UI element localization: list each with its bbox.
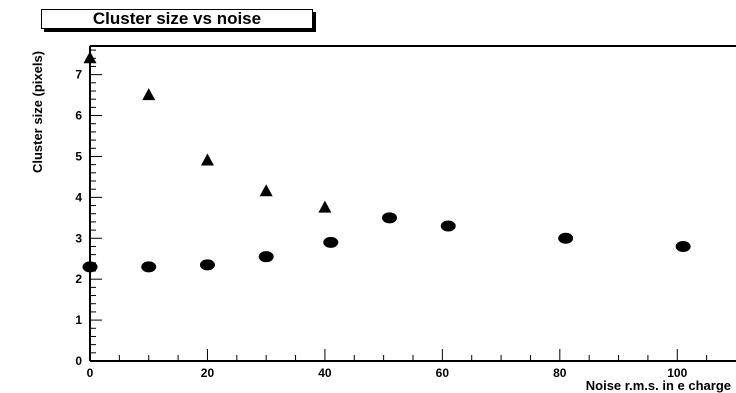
y-tick-label: 3 bbox=[75, 231, 82, 245]
triangle-point bbox=[83, 51, 97, 64]
circle-point bbox=[675, 240, 691, 252]
y-tick-label: 1 bbox=[75, 313, 82, 327]
chart-title-box: Cluster size vs noise bbox=[41, 9, 313, 29]
circle-point bbox=[141, 261, 157, 273]
triangle-point bbox=[200, 153, 214, 166]
y-axis-title: Cluster size (pixels) bbox=[30, 51, 45, 173]
circle-point bbox=[199, 259, 215, 271]
y-tick-label: 0 bbox=[75, 354, 82, 368]
triangle-point bbox=[318, 200, 332, 213]
circle-point bbox=[382, 212, 398, 224]
x-axis-title: Noise r.m.s. in e charge bbox=[586, 378, 731, 393]
x-tick-label: 40 bbox=[318, 366, 332, 380]
y-tick-label: 4 bbox=[75, 190, 82, 204]
y-tick-label: 5 bbox=[75, 149, 82, 163]
triangle-point bbox=[142, 88, 156, 101]
x-tick-label: 60 bbox=[436, 366, 450, 380]
x-tick-label: 20 bbox=[201, 366, 215, 380]
circle-point bbox=[258, 251, 274, 263]
circle-point bbox=[558, 232, 574, 244]
circle-point bbox=[82, 261, 98, 273]
x-tick-label: 100 bbox=[667, 366, 687, 380]
x-tick-label: 0 bbox=[87, 366, 94, 380]
circle-point bbox=[323, 236, 339, 248]
data-marks bbox=[82, 51, 691, 273]
y-tick-label: 6 bbox=[75, 109, 82, 123]
y-tick-label: 7 bbox=[75, 68, 82, 82]
axes: 0 1 2 3 4 5 6 7 0 20 40 60 80 100 bbox=[75, 45, 736, 380]
chart-title: Cluster size vs noise bbox=[92, 9, 262, 28]
triangle-point bbox=[259, 184, 273, 197]
circle-point bbox=[440, 220, 456, 232]
x-tick-label: 80 bbox=[553, 366, 567, 380]
y-tick-label: 2 bbox=[75, 272, 82, 286]
